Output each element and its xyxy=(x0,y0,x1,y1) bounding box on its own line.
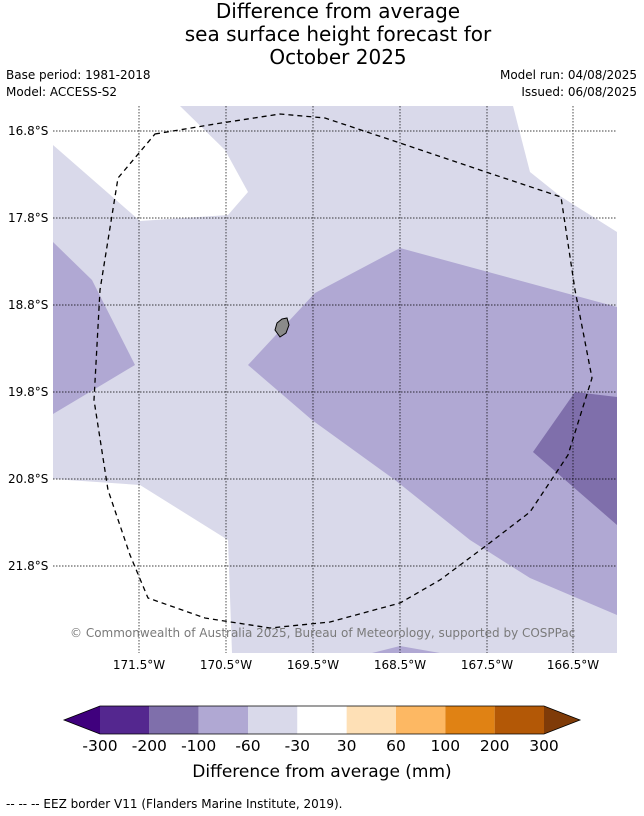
lon-label-168.5: 168.5°W xyxy=(373,658,427,672)
colorbar-tick-label: 300 xyxy=(529,737,559,755)
lon-label-167.5: 167.5°W xyxy=(460,658,514,672)
lat-label-16.8: 16.8°S xyxy=(8,124,49,138)
anomaly-60-100-east xyxy=(248,248,617,615)
lat-label-17.8: 17.8°S xyxy=(8,211,49,225)
colorbar-tick-label: 100 xyxy=(430,737,461,755)
colorbar-extend-low xyxy=(64,706,100,734)
copyright-credit: © Commonwealth of Australia 2025, Bureau… xyxy=(70,626,576,640)
colorbar-segment xyxy=(198,706,248,734)
anomaly-near-zero-southwest xyxy=(53,479,232,653)
meta-left: Base period: 1981-2018 Model: ACCESS-S2 xyxy=(6,67,151,101)
anomaly-100-200-east xyxy=(533,392,617,525)
colorbar-tick-label: -200 xyxy=(131,737,167,755)
colorbar-segment xyxy=(248,706,298,734)
anomaly-60-100-west xyxy=(53,242,135,414)
colorbar-segment xyxy=(346,706,396,734)
model-run: Model run: 04/08/2025 xyxy=(499,68,637,82)
colorbar-segment xyxy=(297,706,347,734)
lon-label-169.5: 169.5°W xyxy=(286,658,340,672)
lat-label-20.8: 20.8°S xyxy=(8,472,49,486)
colorbar-segment xyxy=(494,706,544,734)
colorbar-tick-label: -30 xyxy=(284,737,310,755)
colorbar-tick-label: -60 xyxy=(235,737,261,755)
map-area xyxy=(53,106,617,653)
map-title: Difference from average sea surface heig… xyxy=(0,0,644,69)
colorbar-tick-label: -100 xyxy=(181,737,217,755)
meta-right: Model run: 04/08/2025 Issued: 06/08/2025 xyxy=(500,67,637,101)
colorbar-extend-high xyxy=(544,706,580,734)
eez-legend: -- -- -- EEZ border V11 (Flanders Marine… xyxy=(6,797,343,811)
island-landmass xyxy=(274,317,290,338)
title-line-1: Difference from average xyxy=(215,0,461,23)
colorbar-segment xyxy=(396,706,446,734)
eez-border xyxy=(93,113,593,629)
base-period: Base period: 1981-2018 xyxy=(6,68,151,82)
lat-label-19.8: 19.8°S xyxy=(8,385,49,399)
issued-date: Issued: 06/08/2025 xyxy=(521,85,637,99)
lat-label-21.8: 21.8°S xyxy=(8,559,49,573)
colorbar-tick-label: 30 xyxy=(336,737,357,755)
colorbar-segment xyxy=(445,706,495,734)
lon-label-170.5: 170.5°W xyxy=(199,658,253,672)
colorbar-outline xyxy=(62,705,582,735)
model-name: Model: ACCESS-S2 xyxy=(6,85,118,99)
title-line-2: sea surface height forecast for xyxy=(184,22,492,46)
colorbar-segment xyxy=(100,706,150,734)
anomaly-near-zero-north xyxy=(53,106,248,221)
anomaly-60-100-south xyxy=(372,646,440,653)
colorbar-tick-label: 60 xyxy=(386,737,406,755)
title-line-3: October 2025 xyxy=(269,45,407,69)
lon-label-166.5: 166.5°W xyxy=(546,658,600,672)
colorbar-tick-label: -300 xyxy=(82,737,118,755)
lat-label-18.8: 18.8°S xyxy=(8,298,49,312)
colorbar-tick-label: 200 xyxy=(479,737,510,755)
lon-label-171.5: 171.5°W xyxy=(112,658,166,672)
anomaly-near-zero-northeast xyxy=(513,106,617,232)
colorbar-segment xyxy=(149,706,199,734)
grid-lines xyxy=(53,106,617,653)
colorbar-label: Difference from average (mm) xyxy=(192,762,452,782)
